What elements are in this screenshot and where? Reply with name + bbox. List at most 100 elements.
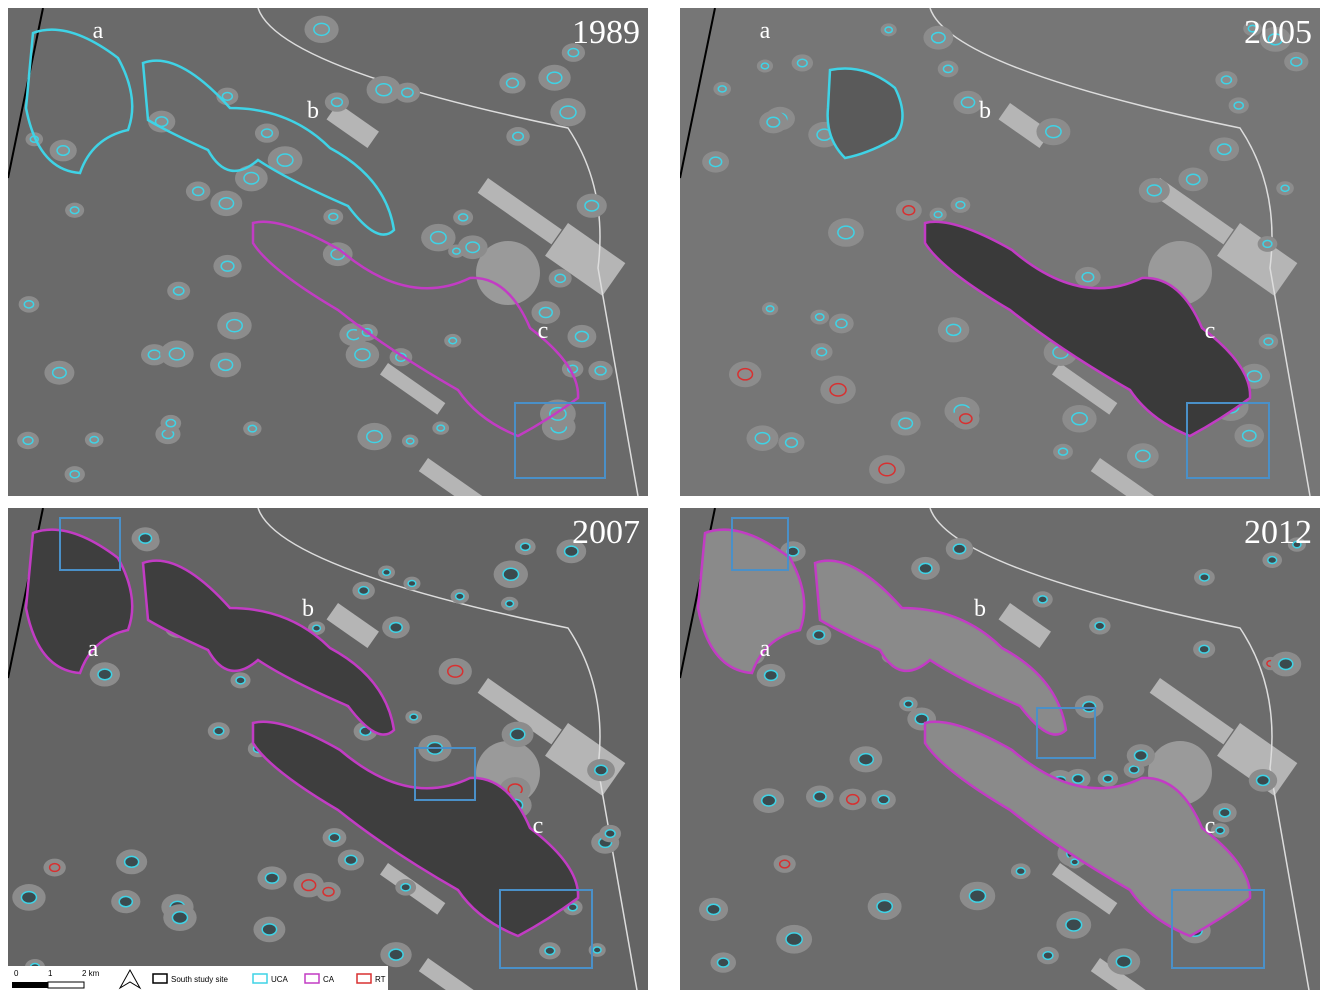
uca-outline (835, 318, 848, 329)
focus-box (414, 747, 476, 801)
focus-box (514, 402, 606, 479)
small-basin (1126, 443, 1159, 469)
uca-outline (706, 903, 721, 916)
lake-label: b (974, 596, 986, 622)
small-basin (531, 301, 561, 325)
uca-outline (451, 247, 461, 255)
uca-outline (884, 26, 894, 34)
lake-outline (141, 559, 396, 736)
lake-outline (141, 59, 396, 236)
uca-outline (1042, 950, 1054, 961)
uca-outline (502, 567, 520, 582)
uca-outline (1262, 239, 1273, 249)
scale-white (47, 981, 85, 989)
map-panel: 2007 a b c (8, 508, 648, 990)
small-basin (1036, 118, 1071, 146)
small-basin (937, 317, 970, 343)
road (257, 508, 638, 990)
uca-outline (1134, 449, 1151, 463)
small-basin (923, 25, 954, 50)
uca-outline (763, 669, 779, 682)
uca-outline (1278, 657, 1294, 671)
uca-outline (118, 895, 134, 908)
small-basin (937, 60, 959, 78)
uca-outline (97, 668, 113, 681)
field (379, 363, 446, 415)
year-label: 2012 (1244, 514, 1312, 551)
small-basin (1053, 443, 1073, 460)
rt-outline (902, 205, 916, 216)
small-basin (538, 64, 571, 91)
uca-outline (243, 171, 260, 185)
small-basin (890, 411, 921, 436)
small-basin (576, 193, 607, 218)
small-basin (929, 207, 947, 222)
field (477, 178, 562, 245)
north-arrow (118, 968, 142, 990)
small-basin (756, 59, 774, 73)
settlement (476, 241, 540, 305)
uca-outline (260, 128, 274, 139)
legend-label: CA (323, 975, 335, 984)
uca-outline (1037, 595, 1048, 604)
uca-outline (1216, 143, 1232, 156)
lake-outline (251, 720, 580, 938)
year-label: 2005 (1244, 14, 1312, 51)
small-basin (829, 313, 854, 334)
uca-outline (505, 77, 520, 89)
focus-box (1186, 402, 1270, 479)
small-basin (880, 23, 897, 37)
uca-outline (388, 948, 404, 961)
field (326, 603, 379, 649)
small-basin (728, 361, 762, 388)
uca-outline (123, 855, 140, 869)
uca-outline (261, 923, 278, 936)
uca-outline (1290, 56, 1303, 67)
uca-outline (796, 58, 808, 68)
small-basin (550, 98, 586, 127)
uca-outline (563, 545, 579, 558)
uca-outline (1065, 917, 1083, 932)
rt-outline (48, 862, 61, 873)
uca-outline (1146, 184, 1163, 197)
uca-outline (960, 96, 976, 109)
small-basin (820, 375, 856, 405)
lake-label: a (760, 18, 771, 44)
uca-outline (766, 116, 781, 128)
uca-outline (168, 347, 186, 361)
uca-outline (400, 882, 412, 892)
field (477, 678, 562, 745)
field (998, 603, 1051, 649)
map-panel: 2012 a b c (680, 508, 1320, 990)
uca-outline (311, 624, 322, 632)
uca-outline (454, 592, 465, 601)
legend-label: RT (375, 975, 386, 984)
uca-outline (448, 336, 458, 345)
uca-outline (217, 358, 234, 372)
uca-outline (69, 206, 80, 215)
small-basin (17, 431, 39, 450)
small-basin (773, 855, 796, 873)
uca-outline (247, 424, 258, 433)
uca-outline (784, 437, 799, 448)
small-basin (432, 421, 450, 435)
uca-outline (1218, 807, 1231, 818)
lake-label: b (307, 98, 319, 124)
small-basin (438, 658, 472, 685)
uca-outline (409, 713, 419, 721)
map-legend: 0 1 2 km South study site UCA CA RT (8, 966, 388, 990)
field (1217, 723, 1298, 796)
panel-content: 1989 a b c (8, 8, 648, 496)
uca-outline (276, 153, 294, 167)
rt-outline (778, 859, 791, 869)
small-basin (84, 432, 104, 448)
uca-outline (357, 585, 370, 596)
rt-outline (447, 664, 464, 678)
uca-outline (945, 323, 962, 337)
uca-outline (220, 260, 235, 272)
small-basin (561, 43, 586, 62)
small-basin (953, 90, 983, 115)
uca-outline (785, 932, 803, 947)
small-basin (160, 340, 194, 368)
uca-outline (1233, 101, 1245, 110)
